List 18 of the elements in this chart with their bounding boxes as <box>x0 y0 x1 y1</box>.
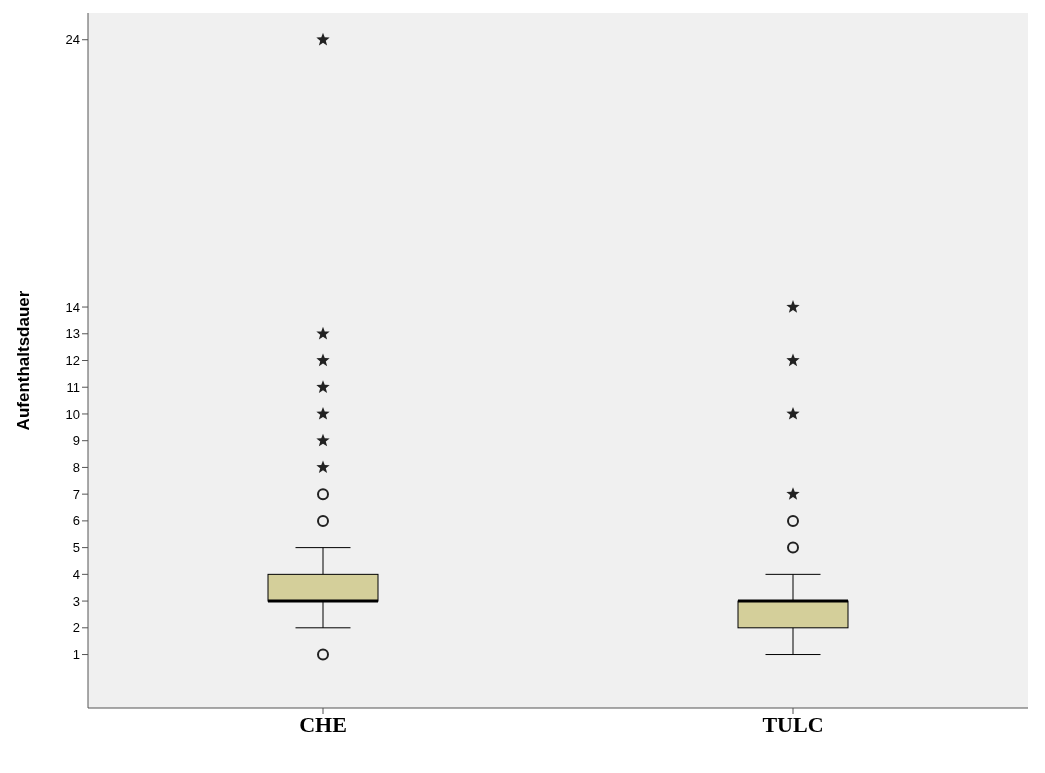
y-tick-label: 10 <box>65 406 80 422</box>
y-tick-label: 1 <box>72 647 80 663</box>
y-tick-label: 13 <box>65 326 80 342</box>
y-tick-label: 9 <box>72 433 80 449</box>
y-axis-title: Aufenthaltsdauer <box>14 290 34 431</box>
y-tick-label: 5 <box>72 540 80 556</box>
y-tick-label: 3 <box>72 593 80 609</box>
y-tick-label: 12 <box>65 353 80 369</box>
y-tick-label: 24 <box>65 32 80 48</box>
y-tick-label: 11 <box>66 379 80 395</box>
y-tick-label: 2 <box>72 620 80 636</box>
y-tick-label: 4 <box>72 566 80 582</box>
x-tick-label: TULC <box>762 711 824 737</box>
x-tick-label: CHE <box>299 711 347 737</box>
y-tick-label: 14 <box>65 299 80 315</box>
y-tick-label: 8 <box>72 460 80 476</box>
y-tick-label: 6 <box>72 513 80 529</box>
y-tick-label: 7 <box>72 486 80 502</box>
